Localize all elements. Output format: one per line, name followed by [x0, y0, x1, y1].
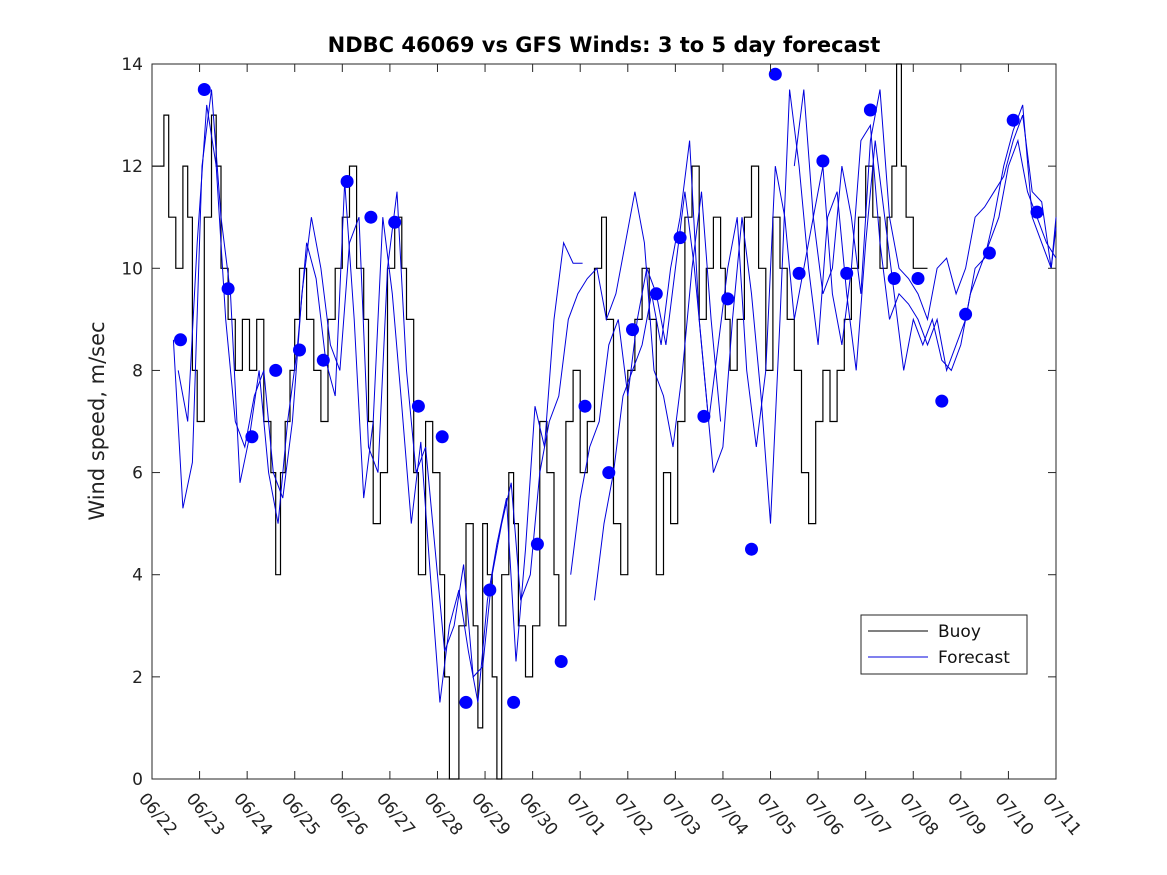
forecast-line-4 — [594, 104, 1057, 601]
forecast-point — [530, 537, 544, 551]
x-tick-label: 07/09 — [943, 789, 990, 839]
forecast-point — [483, 583, 497, 597]
forecast-line-1 — [172, 89, 583, 703]
y-tick-label: 10 — [121, 259, 143, 279]
x-tick-label: 06/23 — [182, 789, 229, 839]
forecast-point — [197, 83, 211, 96]
x-tick-label: 06/26 — [324, 789, 371, 839]
forecast-point — [388, 215, 402, 229]
x-tick-label: 07/01 — [562, 789, 609, 839]
forecast-point — [887, 272, 901, 285]
x-tick-label: 07/05 — [753, 789, 800, 839]
forecast-point — [578, 399, 592, 413]
x-tick-label: 07/02 — [610, 789, 657, 839]
x-tick-label: 06/27 — [372, 789, 419, 839]
x-tick-label: 06/28 — [420, 789, 467, 839]
forecast-point — [364, 210, 378, 224]
forecast-point — [221, 282, 235, 296]
y-tick-label: 8 — [132, 361, 143, 381]
forecast-point — [1030, 205, 1044, 219]
forecast-point — [768, 67, 782, 81]
x-tick-label: 06/24 — [229, 789, 276, 839]
forecast-point — [649, 287, 663, 301]
x-tick-label: 07/06 — [800, 789, 847, 839]
y-tick-label: 14 — [121, 55, 143, 75]
legend-label-forecast: Forecast — [938, 648, 1010, 668]
forecast-point — [554, 655, 568, 668]
forecast-point — [792, 266, 806, 280]
y-tick-label: 4 — [132, 566, 143, 586]
forecast-point — [507, 695, 521, 709]
x-tick-label: 07/03 — [658, 789, 705, 839]
forecast-line-5 — [793, 89, 1057, 322]
x-tick-label: 07/08 — [895, 789, 942, 839]
forecast-point — [459, 695, 473, 709]
buoy-line — [152, 63, 928, 780]
forecast-point — [697, 409, 711, 423]
forecast-point — [911, 272, 925, 285]
forecast-point — [316, 353, 330, 367]
x-tick-label: 06/22 — [134, 789, 181, 839]
forecast-point — [602, 466, 616, 480]
forecast-point — [626, 323, 639, 337]
x-tick-label: 07/07 — [848, 789, 895, 839]
forecast-point — [1006, 113, 1020, 127]
forecast-point — [816, 154, 830, 168]
forecast-point — [269, 363, 283, 377]
forecast-point — [840, 266, 854, 280]
forecast-point — [935, 394, 949, 408]
x-tick-label: 06/29 — [467, 789, 514, 839]
x-tick-label: 07/04 — [705, 789, 752, 839]
forecast-point — [959, 307, 973, 321]
y-axis-label: Wind speed, m/sec — [85, 321, 109, 520]
x-tick-label: 07/10 — [991, 789, 1038, 839]
forecast-point — [411, 399, 425, 413]
forecast-point — [721, 292, 735, 306]
forecast-series — [172, 89, 1057, 703]
forecast-line-3 — [570, 89, 1057, 575]
y-tick-label: 6 — [132, 464, 143, 484]
x-tick-label: 06/30 — [515, 789, 562, 839]
forecast-line-2 — [177, 104, 722, 679]
forecast-point — [435, 430, 449, 444]
legend-label-buoy: Buoy — [938, 622, 981, 642]
y-tick-label: 0 — [132, 770, 143, 790]
y-tick-label: 12 — [121, 157, 143, 177]
x-tick-label: 07/11 — [1038, 789, 1085, 839]
y-tick-label: 2 — [132, 668, 143, 688]
forecast-point — [174, 333, 187, 347]
legend-box — [860, 614, 1028, 675]
forecast-point — [745, 542, 758, 556]
forecast-point — [863, 103, 877, 117]
chart-title: NDBC 46069 vs GFS Winds: 3 to 5 day fore… — [328, 33, 881, 57]
buoy-series — [152, 63, 928, 780]
forecast-point — [982, 246, 996, 260]
forecast-point — [673, 231, 687, 245]
forecast-point — [340, 175, 354, 188]
forecast-point — [293, 343, 306, 357]
forecast-point — [245, 430, 259, 444]
legend: Buoy Forecast — [860, 614, 1028, 675]
forecast-markers — [174, 67, 1044, 709]
x-tick-label: 06/25 — [277, 789, 324, 839]
